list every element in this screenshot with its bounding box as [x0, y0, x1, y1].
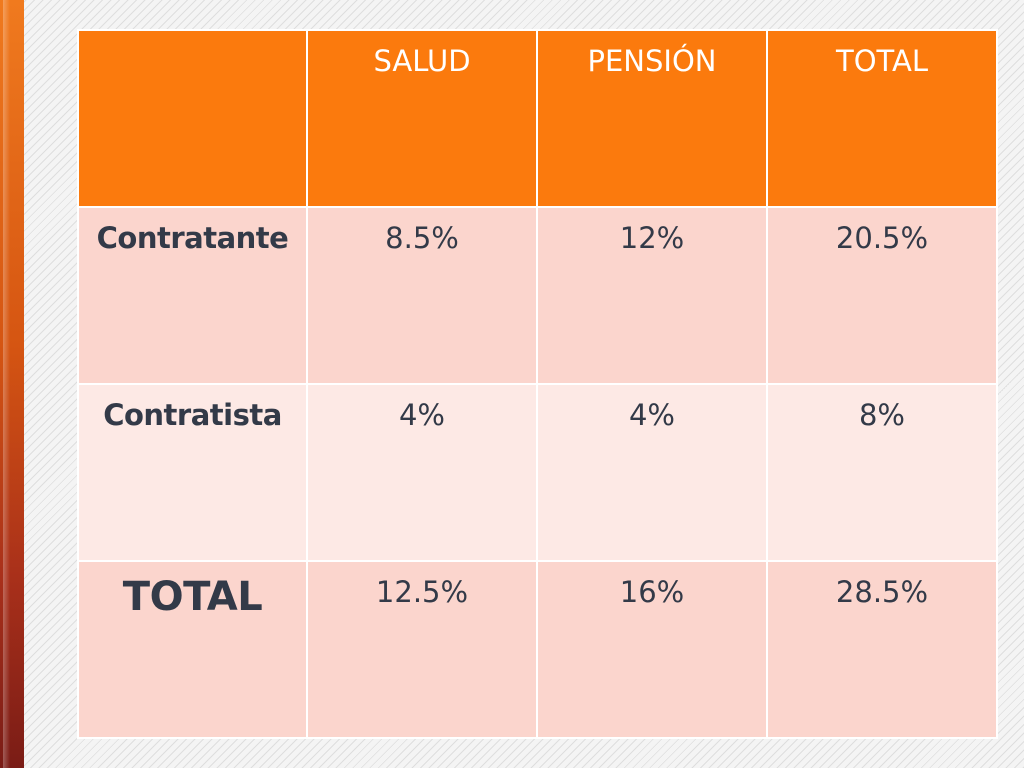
header-cell-pension: PENSIÓN: [536, 29, 768, 208]
cell-pension: 16%: [536, 560, 768, 739]
cell-total: 28.5%: [766, 560, 998, 739]
cell-salud: 4%: [306, 383, 538, 562]
cell-salud: 8.5%: [306, 206, 538, 385]
cell-pension: 12%: [536, 206, 768, 385]
row-label: Contratista: [77, 383, 308, 562]
cell-total: 20.5%: [766, 206, 998, 385]
row-label: Contratante: [77, 206, 308, 385]
contribution-table: SALUD PENSIÓN TOTAL Contratante 8.5% 12%…: [77, 29, 998, 739]
header-cell-salud: SALUD: [306, 29, 538, 208]
header-cell-total: TOTAL: [766, 29, 998, 208]
row-label: TOTAL: [77, 560, 308, 739]
table-row-contratante: Contratante 8.5% 12% 20.5%: [77, 206, 998, 385]
cell-pension: 4%: [536, 383, 768, 562]
cell-salud: 12.5%: [306, 560, 538, 739]
header-corner-cell: [77, 29, 308, 208]
table-row-contratista: Contratista 4% 4% 8%: [77, 383, 998, 562]
table-header-row: SALUD PENSIÓN TOTAL: [77, 29, 998, 208]
accent-side-bar: [0, 0, 24, 768]
cell-total: 8%: [766, 383, 998, 562]
table-row-total: TOTAL 12.5% 16% 28.5%: [77, 560, 998, 739]
